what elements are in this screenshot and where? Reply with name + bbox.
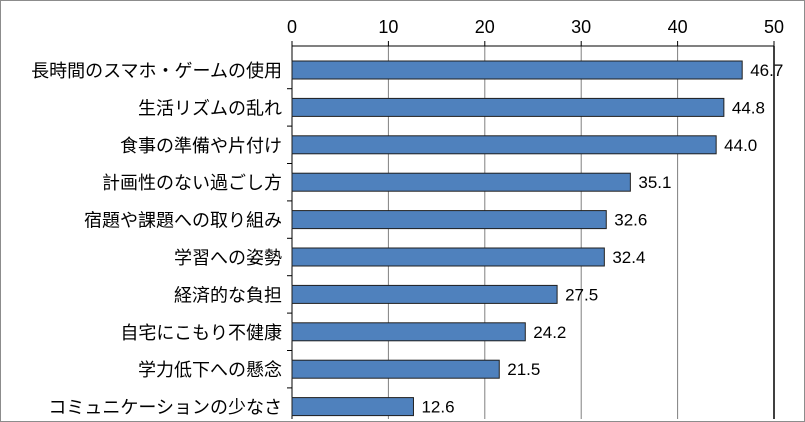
value-label: 44.8 [732, 98, 765, 117]
value-label: 24.2 [533, 323, 566, 342]
value-label: 35.1 [638, 173, 671, 192]
bar [291, 172, 631, 192]
category-label: 食事の準備や片付け [120, 136, 282, 157]
x-tick-label: 0 [287, 17, 297, 37]
value-label: 44.0 [724, 136, 757, 155]
category-label: 計画性のない過ごし方 [102, 173, 282, 194]
bar [291, 247, 605, 267]
bar [291, 97, 725, 117]
bar [291, 284, 558, 304]
bar [291, 60, 743, 80]
category-label: 長時間のスマホ・ゲームの使用 [31, 61, 282, 82]
bar [291, 210, 607, 230]
category-label: 生活リズムの乱れ [138, 98, 282, 119]
category-label: 宿題や課題への取り組み [84, 211, 282, 232]
bar [291, 135, 717, 155]
value-label: 12.6 [421, 398, 454, 417]
x-tick-label: 50 [764, 17, 784, 37]
category-label: 経済的な負担 [174, 285, 282, 306]
bar [291, 322, 526, 342]
value-label: 27.5 [565, 285, 598, 304]
value-label: 21.5 [507, 360, 540, 379]
category-label: コミュニケーションの少なさ [48, 398, 282, 419]
x-tick-label: 30 [571, 17, 591, 37]
value-label: 32.4 [612, 248, 645, 267]
bar [291, 397, 414, 417]
bar [291, 359, 500, 379]
x-tick-label: 20 [475, 17, 495, 37]
category-label: 学習への姿勢 [174, 248, 282, 269]
value-label: 32.6 [614, 211, 647, 230]
x-tick-label: 10 [378, 17, 398, 37]
category-label: 自宅にこもり不健康 [120, 323, 282, 344]
category-label: 学力低下への懸念 [138, 359, 282, 381]
value-label: 46.7 [750, 61, 783, 80]
x-tick-label: 40 [668, 17, 688, 37]
